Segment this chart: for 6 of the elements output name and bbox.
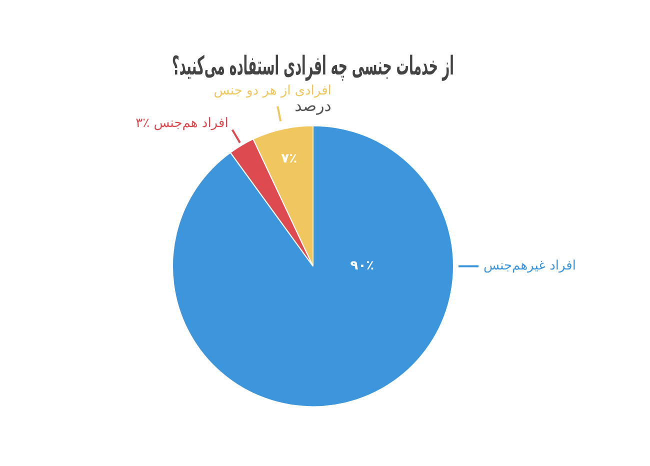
slice-label: افراد غیرهم‌جنس xyxy=(484,258,576,274)
data-label: ۷٪ xyxy=(281,152,298,167)
slice-label: افرادی از هر دو جنس xyxy=(214,84,332,99)
slice-label: ۳٪ افراد هم‌جنس xyxy=(136,116,228,132)
chart-title: از خدمات جنسی چه افرادی استفاده می‌کنید؟ xyxy=(172,50,454,81)
data-label: ۹۰٪ xyxy=(350,258,374,274)
